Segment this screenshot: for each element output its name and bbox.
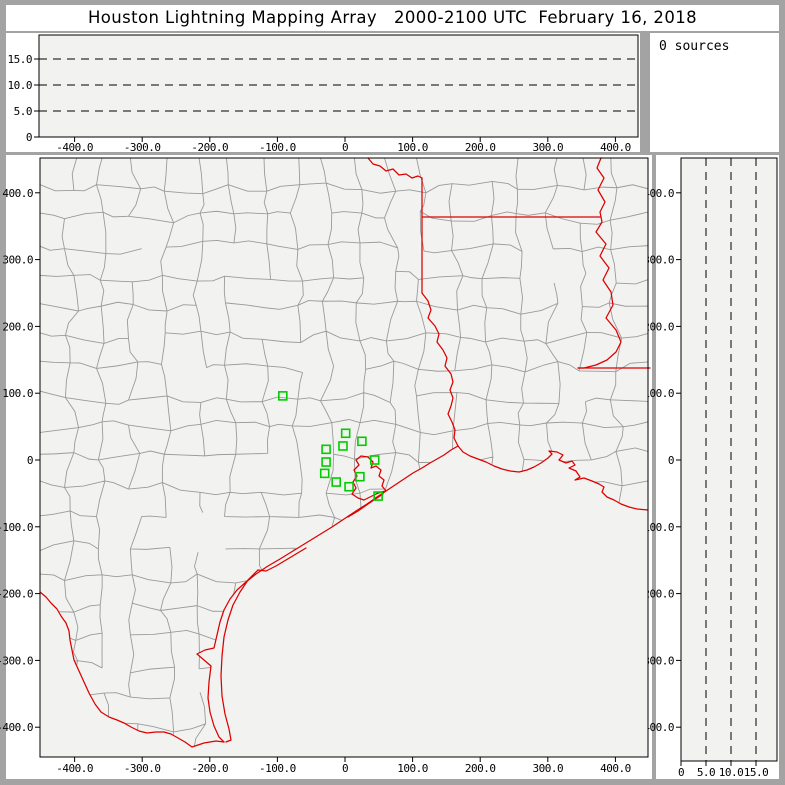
page-title: Houston Lightning Mapping Array 2000-210…: [87, 8, 698, 27]
map-panel: [6, 155, 652, 779]
altitude-ew-panel: [6, 33, 640, 152]
sources-box: 0 sources: [650, 33, 779, 152]
sources-count-label: 0 sources: [659, 39, 730, 54]
title-bar: Houston Lightning Mapping Array 2000-210…: [6, 5, 779, 31]
altitude-ns-panel: [656, 155, 779, 779]
